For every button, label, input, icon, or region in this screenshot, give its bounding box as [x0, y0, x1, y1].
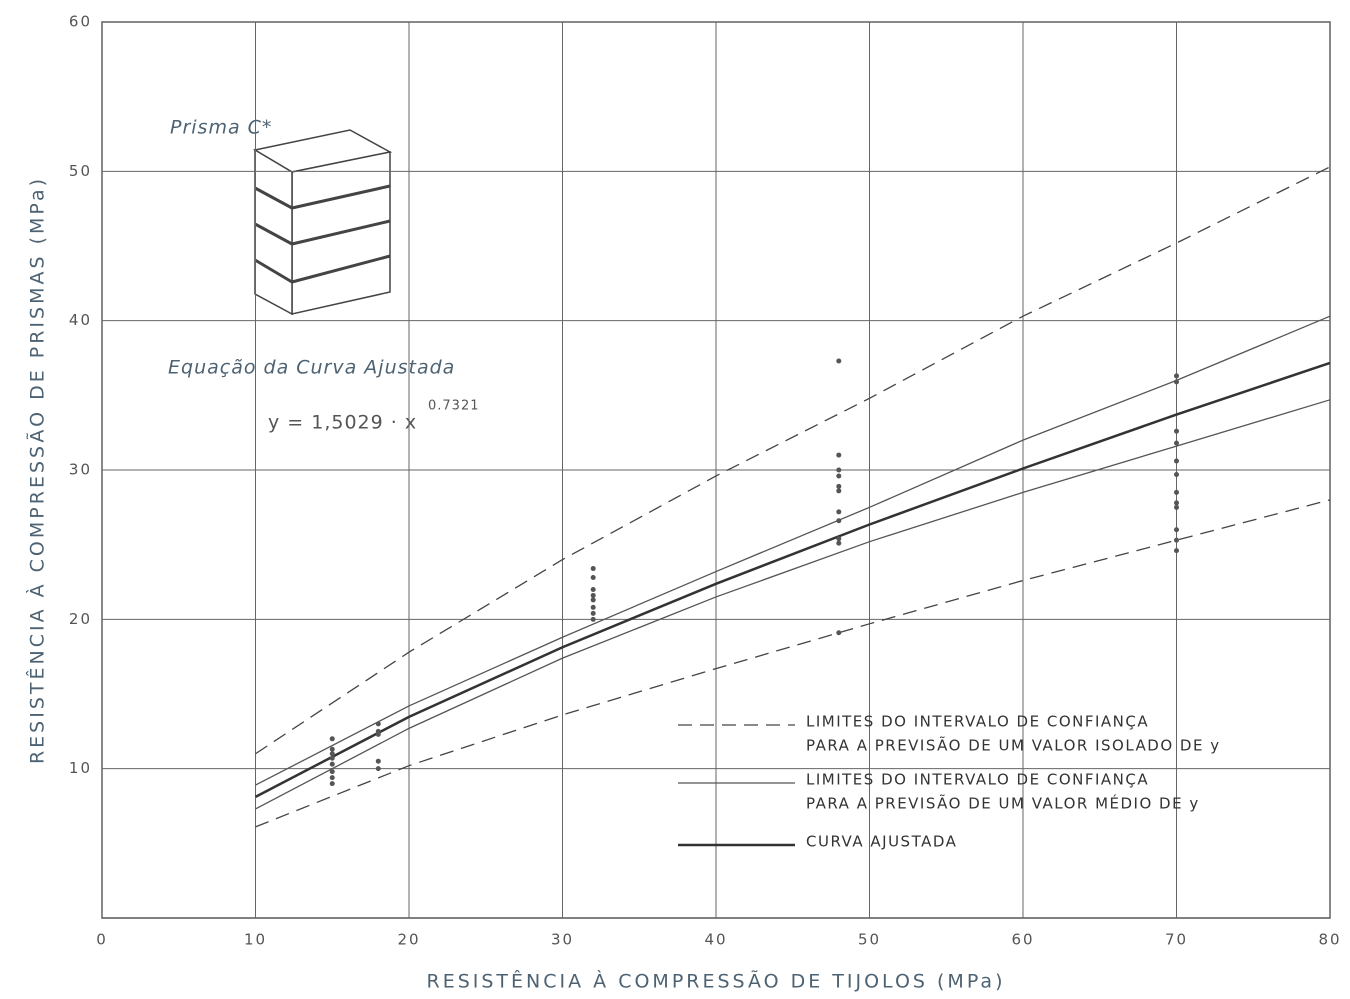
data-point	[1174, 458, 1179, 464]
y-tick-label: 10	[69, 759, 92, 777]
data-point	[836, 509, 842, 515]
data-point	[375, 721, 381, 727]
data-point	[329, 781, 335, 787]
data-point	[1174, 489, 1179, 495]
data-point	[1174, 504, 1179, 510]
x-tick-label: 40	[704, 931, 727, 949]
data-point	[329, 775, 335, 781]
x-tick-label: 10	[244, 931, 267, 949]
y-tick-label: 60	[69, 13, 92, 31]
x-tick-label: 20	[397, 931, 420, 949]
data-point	[590, 586, 596, 592]
data-point	[1174, 428, 1179, 434]
y-tick-label: 30	[69, 461, 92, 479]
fitted-curve	[254, 361, 1331, 798]
interval-line	[255, 399, 1331, 810]
data-point	[329, 746, 335, 752]
data-point	[1174, 527, 1179, 533]
data-point	[836, 630, 842, 636]
brick-icon	[252, 129, 393, 316]
data-point	[1174, 471, 1179, 477]
data-point	[836, 483, 842, 489]
legend-label: PARA A PREVISÃO DE UM VALOR MÉDIO DE y	[806, 794, 1200, 813]
data-point	[329, 755, 335, 761]
data-point	[836, 488, 842, 494]
prism-label: Prisma C*	[170, 117, 272, 139]
y-axis-title: RESISTÊNCIA À COMPRESSÃO DE PRISMAS (MPa…	[26, 176, 49, 764]
data-point	[375, 758, 381, 764]
data-point	[1174, 500, 1179, 506]
y-tick-label: 40	[69, 311, 92, 329]
data-point	[590, 604, 596, 610]
data-point	[590, 575, 596, 581]
data-point	[329, 761, 335, 767]
legend-label: PARA A PREVISÃO DE UM VALOR ISOLADO DE y	[806, 736, 1221, 755]
data-point	[1174, 537, 1179, 543]
x-tick-label: 60	[1011, 931, 1034, 949]
data-point	[1174, 373, 1179, 379]
interval-line	[255, 499, 1331, 828]
x-tick-label: 50	[858, 931, 881, 949]
data-point	[836, 518, 842, 524]
legend-label: CURVA AJUSTADA	[806, 833, 957, 851]
equation-exponent: 0.7321	[428, 399, 480, 414]
data-point	[329, 751, 335, 757]
interval-line	[255, 315, 1331, 786]
data-point	[836, 540, 842, 546]
data-point	[375, 731, 381, 737]
legend-label: LIMITES DO INTERVALO DE CONFIANÇA	[806, 713, 1149, 731]
data-point	[590, 592, 596, 598]
data-point	[590, 597, 596, 603]
y-tick-label: 50	[69, 162, 92, 180]
data-point	[836, 473, 842, 479]
data-point	[836, 452, 842, 458]
equation-title: Equação da Curva Ajustada	[168, 357, 455, 379]
data-point	[836, 536, 842, 542]
interval-line	[255, 166, 1331, 755]
x-tick-label: 80	[1318, 931, 1341, 949]
y-tick-label: 20	[69, 610, 92, 628]
data-point	[590, 610, 596, 616]
x-tick-label: 30	[551, 931, 574, 949]
data-point	[1174, 548, 1179, 554]
data-point	[836, 467, 842, 473]
data-point	[1174, 379, 1179, 385]
x-tick-label: 70	[1165, 931, 1188, 949]
data-point	[329, 736, 335, 742]
data-point	[329, 769, 335, 775]
data-point	[1174, 440, 1179, 446]
legend-label: LIMITES DO INTERVALO DE CONFIANÇA	[806, 771, 1149, 789]
data-point	[836, 358, 842, 364]
data-point	[590, 566, 596, 572]
equation: y = 1,5029 · x	[268, 412, 417, 434]
data-point	[375, 766, 381, 772]
data-point	[590, 616, 596, 622]
x-tick-label: 0	[96, 931, 108, 949]
x-axis-title: RESISTÊNCIA À COMPRESSÃO DE TIJOLOS (MPa…	[427, 970, 1006, 993]
